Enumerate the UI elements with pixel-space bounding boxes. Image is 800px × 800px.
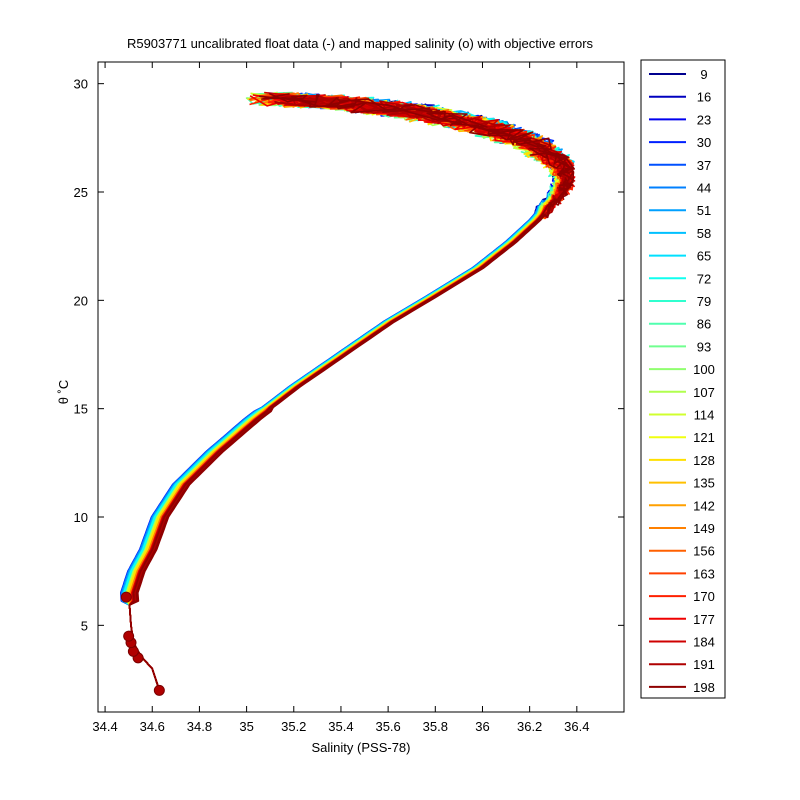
legend-label: 51 (697, 203, 711, 218)
series-line-198 (128, 93, 575, 691)
x-tick-label: 35.2 (281, 719, 306, 734)
legend-label: 100 (693, 362, 715, 377)
legend-label: 58 (697, 226, 711, 241)
x-tick-label: 34.4 (92, 719, 117, 734)
plot-area (97, 61, 625, 713)
x-tick-label: 36.4 (564, 719, 589, 734)
x-tick-label: 35.6 (375, 719, 400, 734)
x-tick-label: 35 (239, 719, 253, 734)
series-layer (120, 91, 576, 691)
legend-label: 107 (693, 385, 715, 400)
legend-label: 44 (697, 181, 711, 196)
legend-label: 149 (693, 521, 715, 536)
legend-label: 9 (700, 67, 707, 82)
mapped-points-layer (120, 591, 165, 696)
legend-label: 37 (697, 158, 711, 173)
legend-label: 16 (697, 90, 711, 105)
legend-label: 142 (693, 498, 715, 513)
mapped-point (120, 591, 132, 603)
legend-label: 114 (694, 408, 715, 423)
x-tick-label: 36.2 (517, 719, 542, 734)
legend-label: 163 (693, 566, 715, 581)
legend-label: 128 (693, 453, 715, 468)
legend-label: 177 (693, 612, 715, 627)
legend-label: 184 (693, 635, 715, 650)
x-axis-label: Salinity (PSS-78) (312, 740, 411, 755)
legend-label: 198 (693, 680, 715, 695)
legend-label: 121 (693, 430, 715, 445)
x-tick-label: 35.8 (423, 719, 448, 734)
legend-box (640, 59, 726, 699)
legend-label: 23 (697, 112, 711, 127)
x-tick-label: 34.8 (187, 719, 212, 734)
x-tick-label: 35.4 (328, 719, 353, 734)
y-tick-label: 5 (81, 618, 88, 633)
legend-label: 93 (697, 339, 711, 354)
y-tick-label: 15 (74, 402, 88, 417)
y-tick-label: 10 (74, 510, 88, 525)
plot-frame (97, 61, 625, 713)
y-axis-label: θ ˚C (56, 380, 71, 405)
legend-label: 72 (697, 271, 711, 286)
legend-label: 135 (693, 476, 715, 491)
x-axis: 34.4 34.6 34.8 35 35.2 35.4 35.6 35.8 36 36.2 36.4 (92, 62, 589, 734)
legend-label: 79 (697, 294, 711, 309)
y-axis: 5 10 15 20 25 30 (74, 77, 624, 633)
legend-label: 191 (693, 657, 715, 672)
x-tick-label: 36 (475, 719, 489, 734)
y-tick-label: 20 (74, 293, 88, 308)
legend-label: 86 (697, 317, 711, 332)
legend-label: 65 (697, 249, 711, 264)
chart-title: R5903771 uncalibrated float data (-) and… (127, 36, 594, 51)
mapped-point (123, 630, 135, 642)
legend-label: 170 (693, 589, 715, 604)
x-tick-label: 34.6 (140, 719, 165, 734)
y-tick-label: 30 (74, 77, 88, 92)
legend-label: 30 (697, 135, 711, 150)
legend: 9 16 23 30 37 44 51 58 65 72 79 86 93 100 107 114 121 128… (640, 59, 726, 699)
y-tick-label: 25 (74, 185, 88, 200)
mapped-point (153, 684, 165, 696)
legend-label: 156 (693, 544, 715, 559)
legend-items: 9 16 23 30 37 44 51 58 65 72 79 86 93 100 107 114 121 128… (649, 67, 715, 695)
